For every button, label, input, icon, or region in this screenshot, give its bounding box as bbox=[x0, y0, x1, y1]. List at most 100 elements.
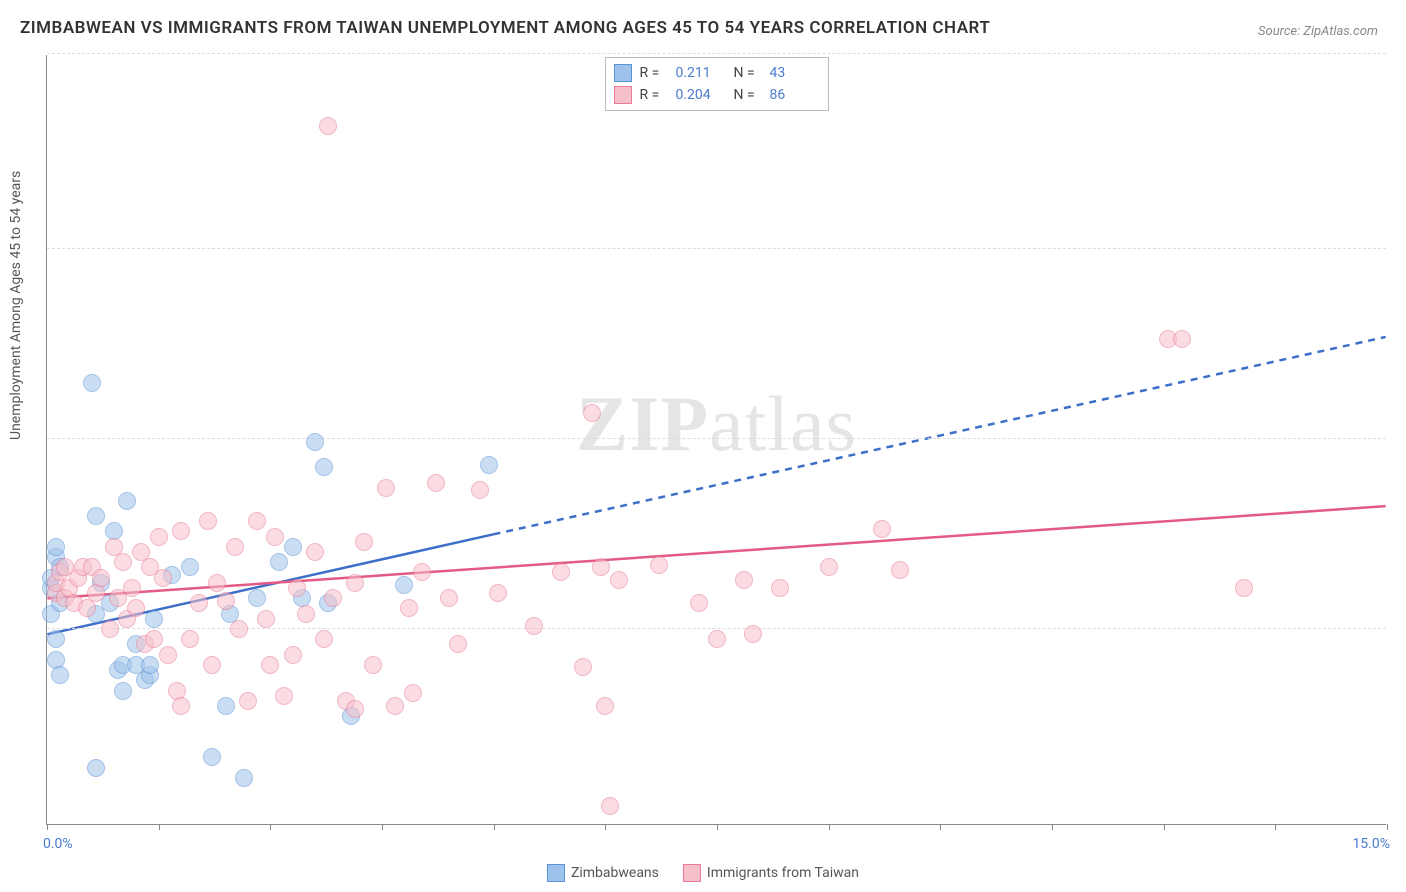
data-point bbox=[141, 656, 159, 674]
data-point bbox=[440, 589, 458, 607]
data-point bbox=[87, 507, 105, 525]
x-tick bbox=[270, 824, 271, 830]
data-point bbox=[346, 700, 364, 718]
data-point bbox=[297, 605, 315, 623]
legend-r-label: R = bbox=[640, 84, 668, 106]
data-point bbox=[123, 579, 141, 597]
data-point bbox=[413, 563, 431, 581]
data-point bbox=[150, 528, 168, 546]
y-tick-label: 11.2% bbox=[1391, 241, 1406, 257]
data-point bbox=[306, 433, 324, 451]
data-point bbox=[377, 479, 395, 497]
data-point bbox=[145, 610, 163, 628]
data-point bbox=[172, 522, 190, 540]
data-point bbox=[735, 571, 753, 589]
data-point bbox=[395, 576, 413, 594]
data-point bbox=[87, 584, 105, 602]
data-point bbox=[288, 579, 306, 597]
data-point bbox=[203, 748, 221, 766]
data-point bbox=[284, 538, 302, 556]
data-point bbox=[101, 620, 119, 638]
data-point bbox=[891, 561, 909, 579]
x-tick bbox=[159, 824, 160, 830]
data-point bbox=[261, 656, 279, 674]
x-tick bbox=[1275, 824, 1276, 830]
x-axis-max-label: 15.0% bbox=[1352, 836, 1390, 852]
x-tick bbox=[1164, 824, 1165, 830]
data-point bbox=[172, 697, 190, 715]
data-point bbox=[275, 687, 293, 705]
x-tick bbox=[494, 824, 495, 830]
data-point bbox=[489, 584, 507, 602]
gridline bbox=[47, 53, 1386, 54]
data-point bbox=[235, 769, 253, 787]
data-point bbox=[87, 759, 105, 777]
data-point bbox=[690, 594, 708, 612]
data-point bbox=[92, 569, 110, 587]
watermark: ZIPatlas bbox=[576, 379, 857, 469]
watermark-rest: atlas bbox=[709, 380, 857, 467]
legend-r-value: 0.211 bbox=[676, 62, 726, 84]
data-point bbox=[552, 563, 570, 581]
data-point bbox=[217, 592, 235, 610]
x-tick bbox=[605, 824, 606, 830]
data-point bbox=[364, 656, 382, 674]
x-tick bbox=[1052, 824, 1053, 830]
data-point bbox=[226, 538, 244, 556]
legend-n-value: 86 bbox=[770, 84, 820, 106]
data-point bbox=[159, 646, 177, 664]
data-point bbox=[525, 617, 543, 635]
legend-n-label: N = bbox=[734, 84, 762, 106]
data-point bbox=[239, 692, 257, 710]
legend-label: Zimbabweans bbox=[571, 865, 659, 881]
data-point bbox=[400, 599, 418, 617]
x-tick bbox=[940, 824, 941, 830]
data-point bbox=[203, 656, 221, 674]
data-point bbox=[592, 558, 610, 576]
data-point bbox=[324, 589, 342, 607]
data-point bbox=[601, 797, 619, 815]
data-point bbox=[266, 528, 284, 546]
legend-swatch bbox=[683, 864, 701, 882]
x-tick bbox=[1387, 824, 1388, 830]
data-point bbox=[270, 553, 288, 571]
chart-plot-area: ZIPatlas R =0.211N =43R =0.204N =86 0.0%… bbox=[46, 55, 1386, 825]
source-attribution: Source: ZipAtlas.com bbox=[1258, 24, 1378, 39]
data-point bbox=[315, 630, 333, 648]
x-tick bbox=[717, 824, 718, 830]
data-point bbox=[127, 599, 145, 617]
series-legend: Zimbabweans Immigrants from Taiwan bbox=[547, 864, 859, 882]
data-point bbox=[315, 458, 333, 476]
data-point bbox=[181, 558, 199, 576]
gridline bbox=[47, 438, 1386, 439]
data-point bbox=[257, 610, 275, 628]
gridline bbox=[47, 248, 1386, 249]
legend-swatch bbox=[614, 86, 632, 104]
data-point bbox=[114, 553, 132, 571]
data-point bbox=[47, 538, 65, 556]
data-point bbox=[471, 481, 489, 499]
data-point bbox=[1173, 330, 1191, 348]
data-point bbox=[78, 599, 96, 617]
data-point bbox=[574, 658, 592, 676]
data-point bbox=[610, 571, 628, 589]
y-tick-label: 3.8% bbox=[1391, 621, 1406, 637]
y-tick-label: 15.0% bbox=[1391, 46, 1406, 62]
legend-label: Immigrants from Taiwan bbox=[707, 865, 859, 881]
data-point bbox=[583, 404, 601, 422]
data-point bbox=[181, 630, 199, 648]
legend-item: Zimbabweans bbox=[547, 864, 659, 882]
data-point bbox=[355, 533, 373, 551]
y-axis-label: Unemployment Among Ages 45 to 54 years bbox=[8, 171, 24, 440]
legend-n-value: 43 bbox=[770, 62, 820, 84]
chart-title: ZIMBABWEAN VS IMMIGRANTS FROM TAIWAN UNE… bbox=[20, 18, 990, 38]
data-point bbox=[771, 579, 789, 597]
data-point bbox=[284, 646, 302, 664]
data-point bbox=[248, 512, 266, 530]
data-point bbox=[427, 474, 445, 492]
legend-r-label: R = bbox=[640, 62, 668, 84]
legend-item: Immigrants from Taiwan bbox=[683, 864, 859, 882]
legend-swatch bbox=[614, 64, 632, 82]
data-point bbox=[319, 117, 337, 135]
data-point bbox=[596, 697, 614, 715]
